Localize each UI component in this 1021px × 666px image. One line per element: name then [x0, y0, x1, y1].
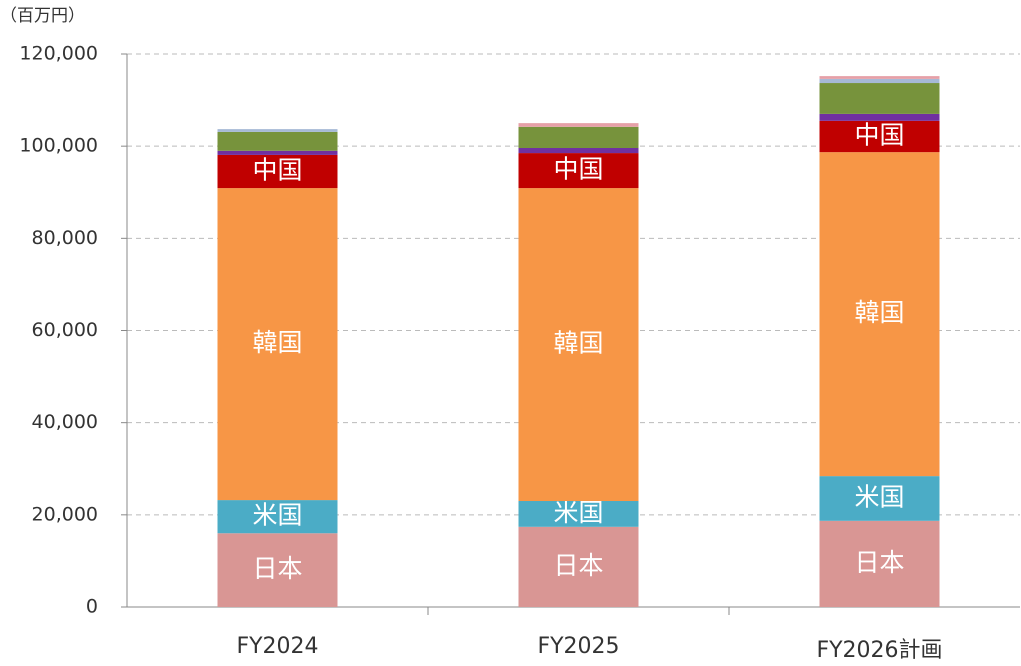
bar-segment — [518, 188, 639, 502]
y-tick-label: 120,000 — [19, 43, 98, 65]
segment-label: 中国 — [553, 155, 603, 184]
y-tick-label: 20,000 — [32, 503, 98, 525]
bar-segment — [518, 526, 639, 607]
segment-label: 韓国 — [252, 328, 302, 357]
bar-segment — [518, 126, 639, 149]
unit-label: （百万円） — [0, 6, 85, 26]
bar-segment — [819, 476, 940, 521]
y-tick-label: 100,000 — [19, 135, 98, 157]
bar-segment — [217, 533, 338, 607]
segment-label: 中国 — [252, 156, 302, 185]
bar-segment — [819, 120, 940, 153]
bar-segment — [217, 129, 338, 132]
x-tick-label: FY2026計画 — [816, 638, 942, 663]
y-tick-label: 60,000 — [32, 319, 98, 341]
segment-label: 日本 — [553, 551, 603, 580]
bar-segment — [819, 78, 940, 84]
bar-segment — [819, 83, 940, 114]
bar-segment — [217, 131, 338, 151]
bar-segment — [518, 501, 639, 527]
y-tick-label: 80,000 — [32, 227, 98, 249]
bar-segment — [217, 500, 338, 534]
bar-segment — [217, 188, 338, 501]
bar-segment — [819, 520, 940, 607]
bar-segment — [518, 148, 639, 154]
bar-segment — [217, 154, 338, 189]
x-tick-label: FY2024 — [236, 634, 318, 659]
segment-label: 韓国 — [854, 298, 904, 327]
segment-label: 韓国 — [553, 329, 603, 358]
bar-segment — [518, 123, 639, 127]
y-tick-label: 40,000 — [32, 411, 98, 433]
bar-segment — [819, 152, 940, 477]
segment-label: 日本 — [854, 548, 904, 577]
bar-segment — [819, 113, 940, 121]
y-tick-label: 0 — [86, 596, 98, 618]
segment-label: 米国 — [553, 498, 603, 527]
bar-segment — [518, 153, 639, 189]
x-tick-label: FY2025 — [537, 634, 619, 659]
segment-label: 中国 — [854, 120, 904, 149]
segment-label: 米国 — [252, 501, 302, 530]
bar-segment — [217, 150, 338, 155]
bar-segment — [819, 76, 940, 79]
segment-label: 日本 — [252, 554, 302, 583]
segment-label: 米国 — [854, 482, 904, 511]
